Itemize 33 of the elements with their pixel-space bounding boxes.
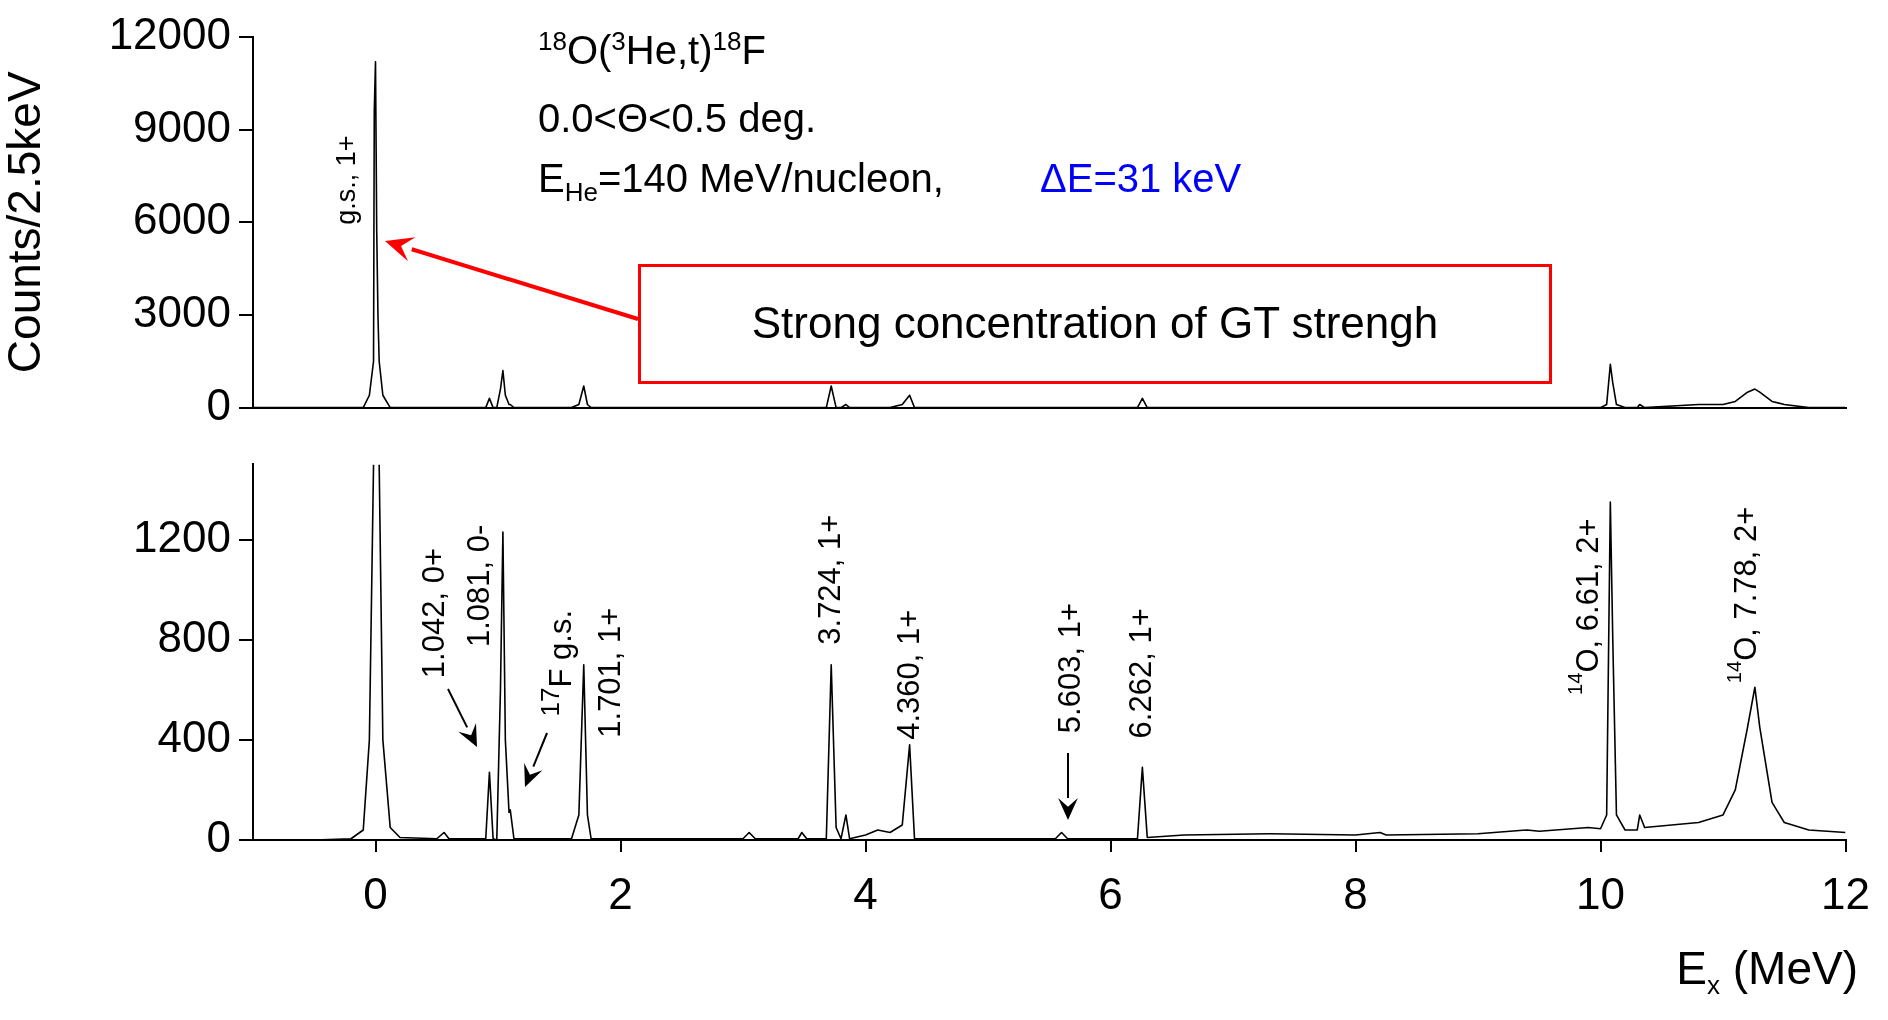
annotation: $^{18}$O($^{3}$He,t)$^{18}$F [538, 26, 766, 73]
x-tick-label: 0 [363, 868, 388, 918]
y-tick-label: 0 [206, 812, 231, 862]
annotation: 1.042, 0+ [416, 547, 451, 678]
x-tick-label: 10 [1576, 868, 1625, 918]
annotation: 3.724, 1+ [811, 514, 847, 645]
x-tick-label: 6 [1098, 868, 1123, 918]
annotation: 14O, 7.78, 2+ [1723, 506, 1764, 684]
annotation: ΔE=31 keV [1040, 156, 1242, 200]
annotation: E$_{He}$=140 MeV/nucleon, [538, 156, 944, 207]
x-tick-label: 2 [608, 868, 633, 918]
annotation: g.s., 1+ [330, 135, 361, 225]
y-tick-label: 6000 [133, 194, 231, 244]
y-tick-label: 400 [157, 711, 231, 761]
annotation: 5.603, 1+ [1052, 602, 1087, 733]
annotation: 6.262, 1+ [1122, 608, 1158, 739]
x-tick-label: 12 [1821, 868, 1871, 918]
annotation: Strong concentration of GT strengh [638, 264, 1552, 384]
annotation: 1.701, 1+ [592, 607, 628, 738]
x-tick-label: 4 [853, 868, 878, 918]
y-tick-label: 800 [157, 611, 231, 661]
y-tick-label: 9000 [133, 101, 231, 151]
x-axis-title: E$_{x}$ (MeV) [1676, 942, 1858, 1001]
annotation: 0.0<Θ<0.5 deg. [538, 96, 817, 140]
y-axis-title: Counts/2.5keV [0, 71, 51, 374]
y-tick-label: 0 [206, 379, 231, 429]
y-tick-label: 1200 [133, 511, 231, 561]
x-tick-label: 8 [1343, 868, 1368, 918]
annotation: 1.081, 0- [461, 524, 497, 648]
annotation: 4.360, 1+ [891, 609, 927, 740]
annotation: 14O, 6.61, 2+ [1564, 518, 1605, 695]
y-tick-label: 12000 [108, 9, 231, 59]
y-tick-label: 3000 [133, 287, 231, 337]
